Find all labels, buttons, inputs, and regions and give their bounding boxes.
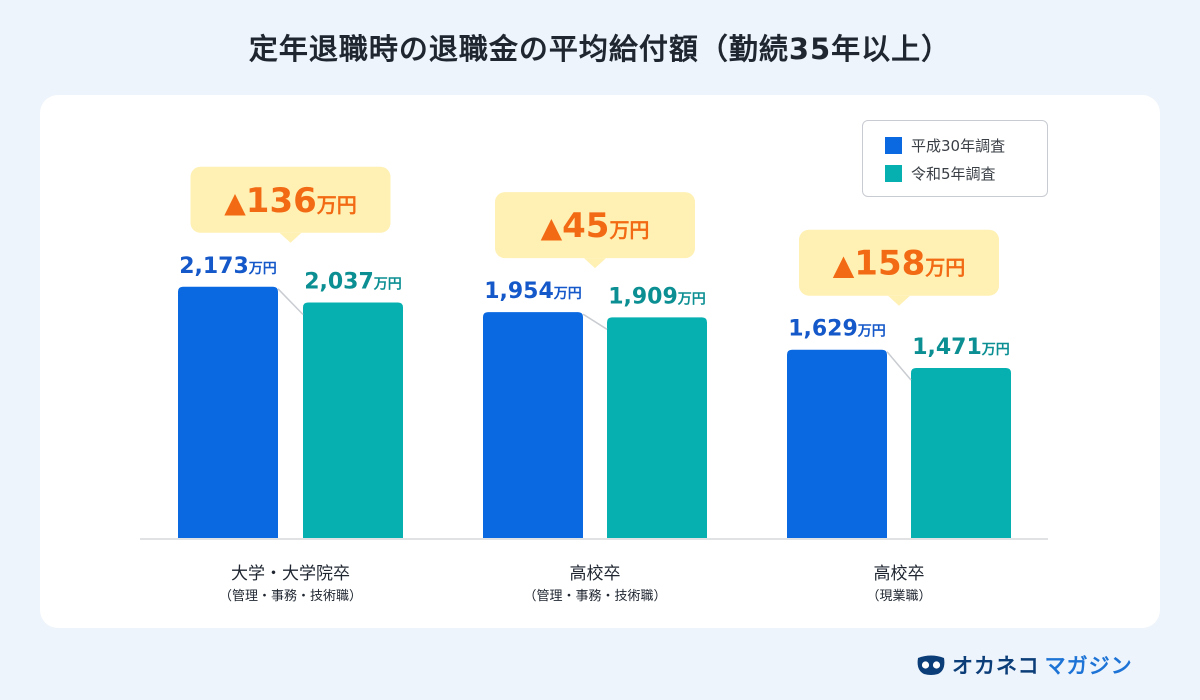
- difference-text-2: ▲158万円: [833, 244, 966, 284]
- difference-callout-2: [799, 229, 999, 296]
- legend: 平成30年調査 令和5年調査: [862, 120, 1048, 197]
- category-sublabel-1: （管理・事務・技術職）: [523, 589, 666, 604]
- value-label-r5-1: 1,909万円: [608, 284, 706, 309]
- category-sublabel-2: （現業職）: [866, 588, 931, 604]
- bar-h30-2: [787, 349, 887, 538]
- value-label-r5-0: 2,037万円: [304, 270, 402, 295]
- chart-title: 定年退職時の退職金の平均給付額（勤続35年以上）: [248, 32, 952, 66]
- legend-swatch-r5: [885, 164, 902, 182]
- legend-swatch-h30: [885, 136, 902, 154]
- callout-pointer-1: [584, 258, 606, 269]
- category-label-0: 大学・大学院卒: [231, 564, 350, 584]
- legend-item-h30: 平成30年調査: [885, 134, 1005, 156]
- legend-label-h30: 平成30年調査: [911, 136, 1006, 155]
- bar-h30-1: [483, 312, 583, 538]
- bar-h30-0: [178, 286, 278, 538]
- brand-logo: オカネコ マガジン: [916, 652, 1133, 678]
- category-label-2: 高校卒: [874, 564, 925, 584]
- callout-pointer-0: [279, 232, 302, 243]
- difference-callout-0: [190, 166, 391, 233]
- bar-r5-0: [303, 302, 403, 538]
- value-label-h30-2: 1,629万円: [788, 317, 886, 342]
- value-label-h30-1: 1,954万円: [484, 279, 582, 304]
- callout-pointer-2: [888, 295, 910, 306]
- difference-callout-1: [495, 192, 695, 259]
- legend-item-r5: 令和5年調査: [885, 162, 996, 184]
- category-sublabel-0: （管理・事務・技術職）: [219, 589, 362, 604]
- difference-text-0: ▲136万円: [224, 181, 357, 221]
- difference-text-1: ▲45万円: [541, 206, 650, 246]
- value-label-r5-2: 1,471万円: [912, 335, 1010, 360]
- brand-name: オカネコ: [952, 654, 1040, 678]
- cat-mask-icon: [917, 655, 945, 675]
- category-label-1: 高校卒: [570, 564, 621, 584]
- connector-line-2: [886, 351, 912, 381]
- connector-line-1: [582, 313, 608, 330]
- legend-label-r5: 令和5年調査: [911, 164, 996, 183]
- bar-r5-1: [607, 317, 707, 538]
- bar-r5-2: [911, 367, 1011, 538]
- connector-line-0: [277, 288, 304, 316]
- value-label-h30-0: 2,173万円: [179, 254, 277, 279]
- brand-sub: マガジン: [1044, 654, 1133, 678]
